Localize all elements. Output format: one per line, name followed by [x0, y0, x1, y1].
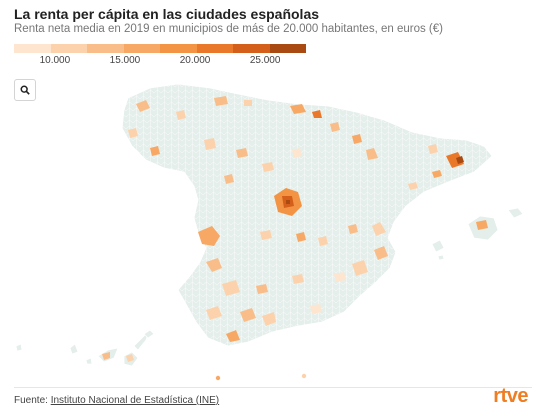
municipality-cluster	[310, 304, 322, 314]
municipality-cluster	[476, 220, 488, 230]
chart-title: La renta per cápita en las ciudades espa…	[14, 6, 320, 22]
municipality-cluster	[204, 138, 216, 150]
municipality-cluster	[348, 224, 358, 234]
island-el-hierro	[15, 343, 23, 352]
municipality-cluster	[244, 100, 252, 106]
municipality-cluster	[456, 156, 464, 164]
municipality-cluster	[224, 174, 234, 184]
legend-tick: 15.000	[109, 55, 141, 66]
island-lanzarote	[143, 329, 155, 339]
municipality-cluster	[236, 148, 248, 158]
island-menorca	[507, 207, 524, 219]
municipality-cluster	[286, 200, 290, 204]
municipality-cluster	[260, 230, 272, 240]
municipality-cluster	[198, 226, 220, 246]
rtve-logo: rtve	[493, 385, 528, 407]
legend-swatch	[123, 44, 160, 53]
municipality-cluster	[292, 274, 304, 284]
municipality-cluster	[262, 312, 276, 326]
chart-subtitle: Renta neta media en 2019 en municipios d…	[14, 23, 443, 35]
municipality-cluster	[374, 246, 388, 260]
municipality-cluster	[206, 258, 222, 272]
income-municipalities[interactable]	[102, 96, 488, 362]
legend-ticks: 10.000 15.000 20.000 25.000	[14, 55, 306, 69]
municipality-cluster	[136, 100, 150, 112]
municipality-cluster	[290, 104, 306, 114]
legend-swatch	[269, 44, 306, 53]
search-icon	[20, 85, 30, 95]
municipality-cluster	[432, 170, 442, 178]
footer-divider	[14, 387, 532, 388]
municipality-cluster	[446, 152, 464, 168]
legend-color-scale	[14, 44, 306, 53]
municipality-cluster	[366, 148, 378, 160]
color-legend: 10.000 15.000 20.000 25.000	[14, 44, 306, 69]
island-la-palma	[69, 343, 79, 355]
municipality-cluster	[126, 354, 134, 362]
municipality-cluster	[372, 222, 386, 236]
legend-swatch	[87, 44, 124, 53]
zoom-button[interactable]	[14, 79, 36, 101]
legend-swatch	[196, 44, 233, 53]
ceuta	[215, 375, 221, 381]
municipality-cluster	[352, 134, 362, 144]
municipality-grid	[122, 84, 492, 346]
legend-swatch	[160, 44, 197, 53]
legend-swatch	[50, 44, 87, 53]
legend-tick: 20.000	[179, 55, 211, 66]
municipality-cluster	[292, 148, 302, 158]
municipality-cluster	[206, 306, 222, 320]
municipality-cluster	[256, 284, 268, 294]
municipality-cluster	[318, 236, 328, 246]
municipality-cluster	[296, 232, 306, 242]
municipality-cluster	[222, 280, 240, 296]
municipality-cluster	[334, 272, 346, 282]
legend-swatch	[14, 44, 51, 53]
municipality-cluster	[428, 144, 438, 154]
municipality-cluster	[352, 260, 368, 276]
source-link[interactable]: Instituto Nacional de Estadística (INE)	[50, 395, 220, 406]
municipality-cluster	[176, 110, 186, 120]
source-prefix: Fuente:	[14, 395, 51, 406]
municipality-cluster	[226, 330, 240, 342]
municipality-cluster	[240, 308, 256, 322]
source-note: Fuente: Instituto Nacional de Estadístic…	[14, 395, 219, 406]
municipality-cluster	[330, 122, 340, 132]
island-formentera	[437, 254, 445, 261]
municipality-cluster	[150, 146, 160, 156]
municipality-cluster	[262, 162, 274, 172]
island-la-gomera	[85, 357, 93, 365]
municipality-cluster	[128, 128, 138, 138]
island-ibiza	[431, 239, 445, 253]
melilla	[301, 373, 307, 379]
municipality-cluster	[102, 352, 110, 360]
legend-tick: 25.000	[249, 55, 281, 66]
municipality-cluster	[408, 182, 418, 190]
legend-swatch	[233, 44, 270, 53]
municipality-cluster	[312, 110, 322, 118]
municipality-cluster	[214, 96, 228, 106]
legend-tick: 10.000	[39, 55, 71, 66]
